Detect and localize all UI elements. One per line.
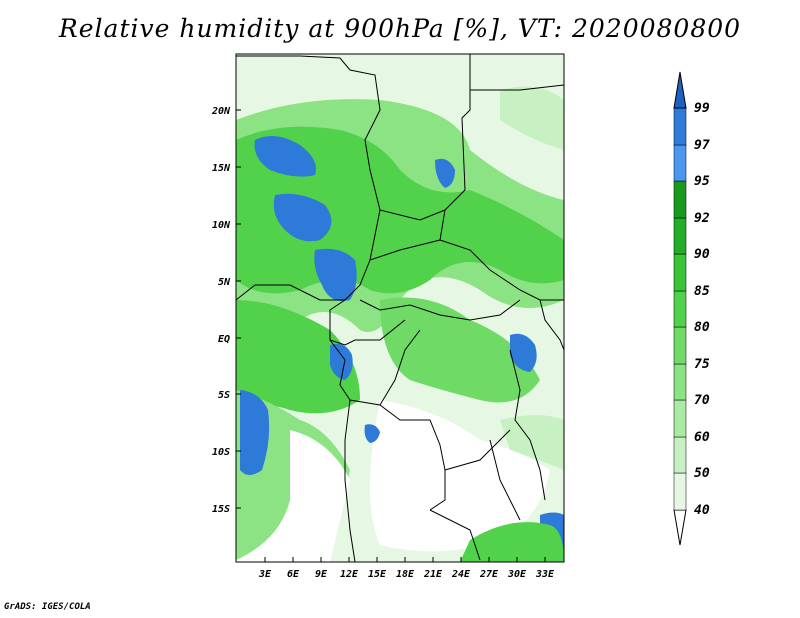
map-frame	[235, 53, 565, 563]
lon-label-33e: 33E	[535, 569, 555, 580]
colorbar-label-90: 90	[694, 247, 710, 262]
lat-tick-10s: 10S	[212, 447, 241, 458]
map-title: Relative humidity at 900hPa [%], VT: 202…	[58, 14, 742, 43]
colorbar: 40 50 60 70 75 80 85 90 92 95 97 99	[673, 71, 710, 546]
lon-label-3e: 3E	[258, 569, 272, 580]
lon-label-6e: 6E	[287, 569, 300, 580]
colorbar-segment-70-75	[673, 363, 687, 401]
lon-tick-24e: 24E	[451, 557, 471, 580]
colorbar-segment-50-60	[673, 436, 687, 474]
colorbar-label-60: 60	[694, 430, 710, 445]
lat-tick-15s: 15S	[212, 504, 241, 515]
lat-tick-5s: 5S	[218, 390, 241, 401]
lat-label-10s: 10S	[212, 447, 230, 458]
colorbar-arrow-top	[673, 71, 687, 109]
lat-tick-5n: 5N	[218, 277, 241, 288]
lat-label-10n: 10N	[212, 220, 231, 231]
lon-tick-9e: 9E	[315, 557, 328, 580]
lat-label-5s: 5S	[218, 390, 230, 401]
colorbar-label-80: 80	[694, 320, 710, 335]
lon-tick-15e: 15E	[368, 557, 387, 580]
colorbar-label-95: 95	[694, 174, 710, 189]
latitude-axis: 20N 15N 10N 5N EQ 5S 10S 15S	[211, 106, 241, 515]
lat-tick-15n: 15N	[212, 163, 241, 174]
grads-credit: GrADS: IGES/COLA	[4, 602, 91, 612]
colorbar-label-50: 50	[694, 466, 710, 481]
colorbar-segment-97-99	[673, 107, 687, 146]
colorbar-label-40: 40	[694, 503, 710, 518]
colorbar-segment-92-95	[673, 180, 687, 219]
lon-label-9e: 9E	[315, 569, 328, 580]
colorbar-segment-60-70	[673, 399, 687, 438]
lon-tick-21e: 21E	[423, 557, 443, 580]
lon-tick-27e: 27E	[479, 557, 499, 580]
lat-label-15n: 15N	[212, 163, 231, 174]
lon-tick-3e: 3E	[258, 557, 272, 580]
colorbar-arrow-bottom	[673, 509, 687, 546]
colorbar-label-99: 99	[694, 101, 710, 116]
colorbar-segment-75-80	[673, 326, 687, 365]
lon-tick-30e: 30E	[507, 557, 527, 580]
humidity-field	[236, 54, 564, 562]
colorbar-label-70: 70	[694, 393, 710, 408]
lon-label-15e: 15E	[368, 569, 387, 580]
lon-label-21e: 21E	[423, 569, 443, 580]
lat-tick-eq: EQ	[218, 334, 241, 345]
lon-tick-12e: 12E	[340, 557, 359, 580]
colorbar-label-92: 92	[694, 211, 710, 226]
lat-tick-20n: 20N	[211, 106, 241, 117]
lon-tick-6e: 6E	[287, 557, 300, 580]
lon-tick-33e: 33E	[535, 557, 555, 580]
lon-label-24e: 24E	[451, 569, 471, 580]
colorbar-segment-85-90	[673, 253, 687, 292]
lon-label-18e: 18E	[396, 569, 415, 580]
lat-label-20n: 20N	[211, 106, 231, 117]
colorbar-segment-80-85	[673, 290, 687, 328]
lat-label-5n: 5N	[218, 277, 231, 288]
lat-label-eq: EQ	[218, 334, 230, 345]
lon-label-12e: 12E	[340, 569, 359, 580]
lon-tick-18e: 18E	[396, 557, 415, 580]
colorbar-segment-90-92	[673, 217, 687, 255]
lon-label-27e: 27E	[479, 569, 499, 580]
longitude-axis: 3E 6E 9E 12E 15E 18E 21E 24E 27E 30E 33E	[258, 557, 555, 580]
colorbar-segment-95-97	[673, 144, 687, 182]
lon-label-30e: 30E	[507, 569, 527, 580]
colorbar-label-97: 97	[694, 138, 710, 153]
lat-label-15s: 15S	[212, 504, 230, 515]
colorbar-label-75: 75	[694, 357, 710, 372]
colorbar-label-85: 85	[694, 284, 710, 299]
country-borders	[236, 54, 564, 562]
lat-tick-10n: 10N	[212, 220, 241, 231]
colorbar-segment-40-50	[673, 472, 687, 511]
